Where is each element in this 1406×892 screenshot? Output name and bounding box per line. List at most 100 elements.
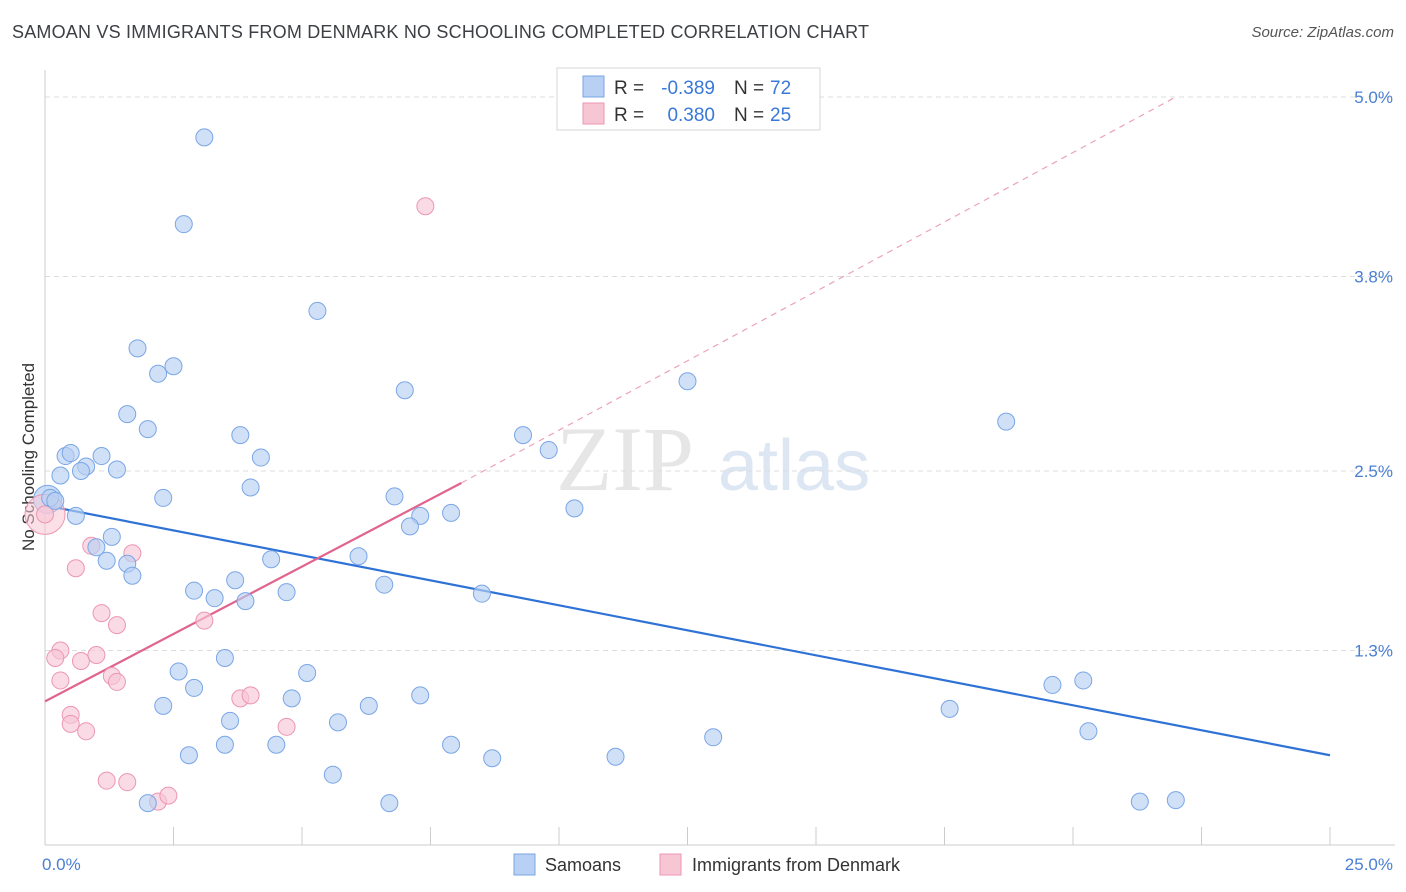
legend-n-label-1: N = [734,78,764,99]
samoans-point-56 [328,713,347,732]
legend-swatch-pink [582,102,605,125]
samoans-point-48 [298,663,317,682]
denmark-point-6 [107,616,126,635]
legend-denmark-label: Immigrants from Denmark [692,855,901,875]
denmark-point-19 [77,722,96,741]
denmark-point-16 [241,686,260,705]
watermark: ZIP atlas [556,408,870,510]
stats-legend: R = -0.389 N = 72 R = 0.380 N = 25 [556,67,821,131]
samoans-point-61 [179,746,198,765]
samoans-point-3 [128,339,147,358]
samoans-point-6 [395,381,414,400]
samoans-point-8 [118,405,137,424]
samoans-point-19 [251,448,270,467]
y-tick-labels: 1.3% 2.5% 3.8% 5.0% [1354,88,1393,661]
watermark-atlas: atlas [718,426,870,506]
samoans-point-46 [215,649,234,667]
samoans-point-14 [92,447,111,466]
denmark-point-21 [97,771,116,790]
samoans-point-10 [231,426,250,445]
denmark-point-22 [118,773,137,792]
denmark-point-18 [61,714,80,733]
samoans-point-54 [282,689,301,708]
legend-r-value-2: 0.380 [667,105,715,126]
denmark-point-11 [87,646,106,665]
x-ticks [44,827,1331,845]
samoans-point-68 [1130,792,1149,811]
samoans-point-17 [51,466,70,485]
samoans-point-7 [678,372,697,391]
legend-samoans-label: Samoans [545,855,621,875]
x-tick-labels: 0.0% 25.0% [42,855,1393,874]
samoans-point-52 [1074,671,1093,690]
samoans-point-55 [221,711,240,730]
legend-swatch-blue [582,75,605,98]
y-tick-label-0: 1.3% [1354,642,1393,661]
samoans-point-25 [154,488,173,507]
samoans-point-20 [997,412,1016,431]
samoans-point-0 [195,128,214,147]
y-tick-label-1: 2.5% [1354,462,1393,481]
gridlines [45,96,1395,652]
watermark-zip: ZIP [556,408,694,510]
samoans-point-5 [149,364,168,383]
denmark-point-9 [46,649,65,667]
denmark-trend-line [44,481,462,703]
samoans-point-18 [71,462,90,480]
denmark-point-0 [416,197,435,216]
samoans-point-40 [375,575,394,594]
legend-r-value-1: -0.389 [661,78,715,99]
samoans-point-36 [123,566,142,585]
denmark-point-7 [195,611,214,630]
denmark-point-1 [36,505,54,524]
samoans-point-41 [472,584,491,603]
samoans-point-63 [267,735,286,754]
denmark-point-14 [51,671,70,690]
samoans-point-27 [66,506,85,525]
samoans-point-2 [308,301,327,320]
trend-lines [44,96,1331,757]
data-points [24,128,1185,813]
denmark-point-10 [71,651,90,670]
samoans-point-49 [185,678,204,697]
legend-denmark-swatch [659,853,682,876]
samoans-point-11 [514,426,533,445]
samoans-point-62 [215,735,234,754]
samoans-point-9 [138,420,157,439]
denmark-point-5 [92,604,111,623]
samoans-point-31 [102,527,121,546]
samoans-point-59 [704,728,723,747]
samoans-point-30 [565,499,584,518]
denmark-point-13 [107,672,126,691]
legend-n-value-2: 25 [770,105,791,126]
samoans-point-67 [323,765,342,784]
samoans-point-47 [169,662,188,681]
samoans-point-22 [241,478,260,497]
legend-r-label-1: R = [614,78,644,99]
samoans-point-71 [380,794,399,813]
legend-samoans-swatch [513,853,536,876]
samoans-point-45 [277,583,296,602]
legend-r-label-2: R = [614,105,644,126]
samoans-point-51 [1043,675,1062,694]
samoans-point-21 [539,441,558,460]
samoans-point-53 [154,696,173,715]
samoans-point-37 [262,550,281,569]
denmark-trend-line-extended [461,96,1177,484]
samoans-point-57 [359,696,378,715]
samoans-point-58 [940,699,959,718]
samoans-point-38 [349,547,368,566]
x-tick-label-0: 0.0% [42,855,81,874]
samoans-point-66 [606,747,625,766]
samoans-point-34 [97,551,116,570]
samoans-point-50 [411,686,430,705]
samoans-point-24 [46,491,65,510]
legend-n-label-2: N = [734,105,764,126]
samoans-point-29 [442,503,461,522]
legend-n-value-1: 72 [770,78,791,99]
samoans-point-44 [236,592,255,611]
samoans-point-4 [164,357,183,376]
denmark-point-20 [277,717,296,736]
samoans-point-39 [226,571,245,590]
samoans-point-26 [385,487,404,506]
